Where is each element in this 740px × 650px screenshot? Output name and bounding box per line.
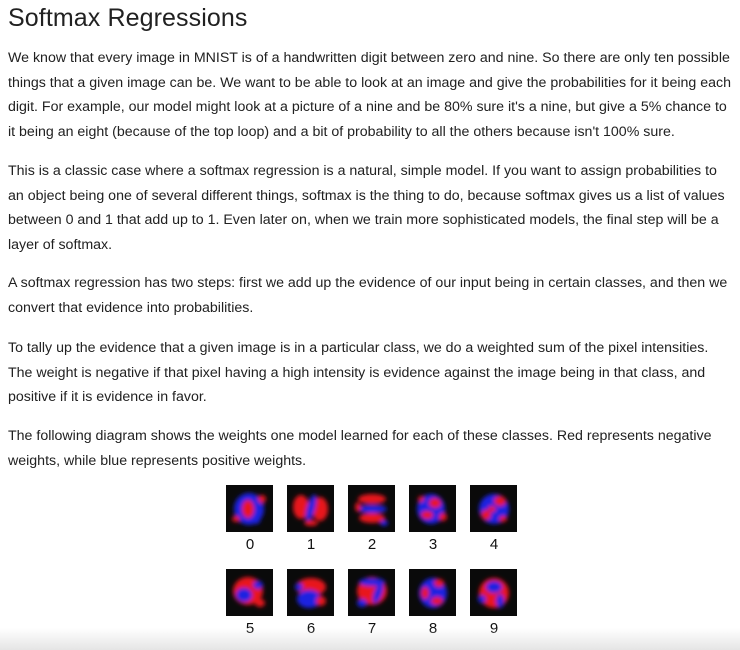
weight-cell-0: 0: [225, 485, 275, 555]
weight-label-3: 3: [428, 536, 438, 553]
weight-map-image-6: [287, 569, 334, 616]
weight-map-image-7: [348, 569, 395, 616]
paragraph-two-steps: A softmax regression has two steps: firs…: [8, 275, 728, 316]
weight-label-2: 2: [367, 536, 377, 553]
weight-label-7: 7: [367, 620, 377, 637]
weight-map-image-3: [409, 485, 456, 532]
weight-label-5: 5: [245, 620, 255, 637]
paragraph-mnist-digits: We know that every image in MNIST is of …: [8, 50, 731, 140]
weight-cell-2: 2: [347, 485, 397, 555]
weight-label-0: 0: [245, 536, 255, 553]
weight-label-8: 8: [428, 620, 438, 637]
weight-cell-1: 1: [286, 485, 336, 555]
weight-map-image-1: [287, 485, 334, 532]
weight-map-image-9: [470, 569, 517, 616]
weight-cell-8: 8: [408, 569, 458, 639]
weight-label-9: 9: [489, 620, 499, 637]
weight-cell-6: 6: [286, 569, 336, 639]
weight-label-1: 1: [306, 536, 316, 553]
section-heading: Softmax Regressions: [8, 4, 248, 32]
weight-map-image-4: [470, 485, 517, 532]
weight-cell-5: 5: [225, 569, 275, 639]
weight-map-image-0: [226, 485, 273, 532]
paragraph-softmax-model: This is a classic case where a softmax r…: [8, 163, 725, 253]
weight-cell-4: 4: [469, 485, 519, 555]
weight-cell-7: 7: [347, 569, 397, 639]
paragraph-diagram-intro: The following diagram shows the weights …: [8, 428, 712, 469]
weight-label-4: 4: [489, 536, 499, 553]
weight-label-6: 6: [306, 620, 316, 637]
weight-map-image-8: [409, 569, 456, 616]
weight-cell-9: 9: [469, 569, 519, 639]
weights-figure: 0 1: [225, 485, 525, 645]
weight-cell-3: 3: [408, 485, 458, 555]
weight-map-image-5: [226, 569, 273, 616]
weight-map-image-2: [348, 485, 395, 532]
paragraph-evidence: To tally up the evidence that a given im…: [8, 340, 709, 405]
